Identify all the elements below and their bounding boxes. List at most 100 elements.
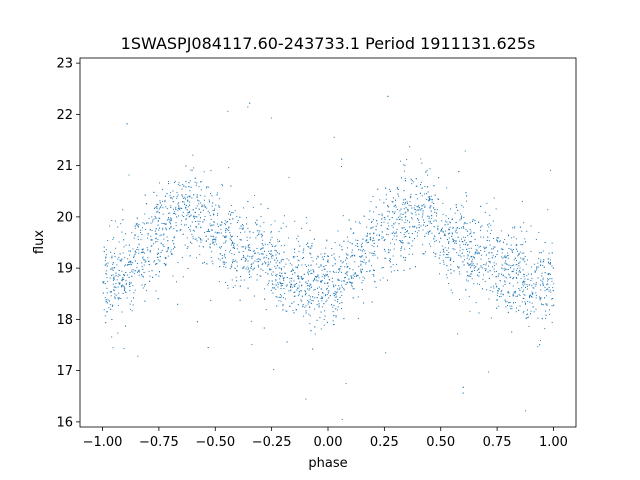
data-point [526,230,528,232]
data-point [352,277,354,279]
data-point [210,193,212,195]
data-point [296,282,298,284]
data-point [531,302,533,304]
data-point [281,269,283,271]
data-point [542,279,544,281]
data-point [332,277,334,279]
data-point [280,295,282,297]
data-point [257,230,259,232]
data-point [181,214,183,216]
data-point [256,219,258,221]
data-point [250,266,252,268]
data-point [400,255,402,257]
data-point [183,201,185,203]
data-point [134,253,136,255]
data-point [192,236,194,238]
data-point [451,233,453,235]
data-point [307,303,309,305]
data-point [180,220,182,222]
data-point [252,262,254,264]
data-point [413,207,415,209]
data-point [449,259,451,261]
data-point [134,234,136,236]
data-point [540,297,542,299]
data-point [493,197,495,199]
data-point [377,257,379,259]
data-point [209,243,211,245]
data-point [552,287,554,289]
data-point [333,295,335,297]
data-point [263,257,265,259]
data-point [402,204,404,206]
data-point [385,198,387,200]
data-point [211,251,213,253]
data-point [242,227,244,229]
data-point [229,218,231,220]
data-point [142,222,144,224]
data-point [531,266,533,268]
data-point [473,267,475,269]
data-point [149,275,151,277]
data-point [421,187,423,189]
data-point [126,123,128,125]
data-point [168,218,170,220]
data-point [346,236,348,238]
data-point [105,322,107,324]
chart-title: 1SWASPJ084117.60-243733.1 Period 1911131… [121,34,536,53]
data-point [314,289,316,291]
data-point [224,253,226,255]
data-point [464,222,466,224]
data-point [467,244,469,246]
data-point [305,244,307,246]
data-point [288,176,290,178]
data-point [358,221,360,223]
data-point [512,294,514,296]
data-point [228,251,230,253]
data-point [422,229,424,231]
data-point [155,263,157,265]
data-point [205,187,207,189]
data-point [200,189,202,191]
data-point [338,256,340,258]
data-point [112,304,114,306]
data-point [421,195,423,197]
data-point [123,289,125,291]
data-point [260,275,262,277]
data-point [524,294,526,296]
data-point [391,238,393,240]
data-point [373,242,375,244]
data-point [337,279,339,281]
data-point [324,275,326,277]
data-point [456,252,458,254]
data-point [264,256,266,258]
data-point [542,277,544,279]
data-point [547,209,549,211]
data-point [517,282,519,284]
data-point [155,217,157,219]
data-point [182,257,184,259]
data-point [117,332,119,334]
data-point [104,264,106,266]
data-point [321,296,323,298]
data-point [441,227,443,229]
data-point [496,295,498,297]
data-point [132,297,134,299]
data-point [139,271,141,273]
data-point [497,237,499,239]
data-point [409,201,411,203]
data-point [316,304,318,306]
data-point [248,277,250,279]
data-point [515,244,517,246]
data-point [344,272,346,274]
data-point [544,297,546,299]
data-point [214,221,216,223]
data-point [507,254,509,256]
data-point [334,299,336,301]
data-point [492,238,494,239]
data-point [507,291,509,293]
data-point [537,317,539,319]
data-point [137,236,139,238]
data-point [326,271,328,273]
data-point [143,223,145,225]
data-point [537,346,539,348]
